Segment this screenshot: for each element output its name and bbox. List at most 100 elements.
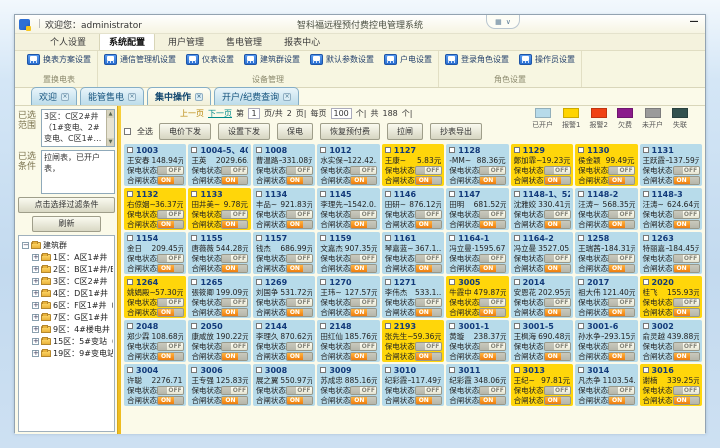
meter-card[interactable]: 1128 -MM~ 88.36元 保电状态 OFF [446,144,509,186]
meter-checkbox[interactable] [384,235,391,241]
supply-status-toggle[interactable]: OFF [479,209,507,219]
switch-status-toggle[interactable]: ON [414,307,442,317]
supply-status-toggle[interactable]: OFF [608,253,636,263]
meter-card[interactable]: 1130 侯金颖 99.49元 保电状态 OFF [575,144,638,186]
meter-checkbox[interactable] [513,279,520,285]
switch-status-toggle[interactable]: ON [350,219,378,229]
style-icon[interactable]: ▦ [495,17,502,26]
switch-status-toggle[interactable]: ON [221,307,249,317]
meter-checkbox[interactable] [384,367,391,373]
expand-icon[interactable]: + [32,348,39,357]
supply-status-toggle[interactable]: OFF [672,385,700,395]
meter-card[interactable]: 3016 谢楠 339.25元 保电状态 OFF [639,364,702,406]
meter-checkbox[interactable] [449,367,456,373]
meter-checkbox[interactable] [642,235,649,241]
meter-card[interactable]: 1132 右倞姻~ 36.37元 保电状态 OFF [124,188,187,230]
selected-condition-box[interactable]: 拉闸表，已开户表， [41,150,115,194]
switch-status-toggle[interactable]: ON [221,219,249,229]
meter-checkbox[interactable] [191,235,198,241]
meter-card[interactable]: 2017 祖大伟 121.40元 保电状态 OFF [575,276,638,318]
meter-checkbox[interactable] [255,323,262,329]
meter-checkbox[interactable] [320,367,327,373]
supply-status-toggle[interactable]: OFF [479,341,507,351]
supply-status-toggle[interactable]: OFF [608,209,636,219]
switch-status-toggle[interactable]: ON [221,175,249,185]
meter-card[interactable]: 1145 李理先~ 1542.0.. 保电状态 OFF [317,188,380,230]
meter-card[interactable]: 3009 苏成忠 885.16元 保电状态 OFF [317,364,380,406]
meter-card[interactable]: 1270 王玮~ 127.57元 保电状态 OFF [317,276,380,318]
supply-status-toggle[interactable]: OFF [543,209,571,219]
supply-status-toggle[interactable]: OFF [608,341,636,351]
supply-status-toggle[interactable]: OFF [285,297,313,307]
meter-checkbox[interactable] [578,147,585,153]
batch-action-button[interactable]: 拉闸 [387,123,423,140]
scroll-down-icon[interactable]: ▼ [107,138,114,146]
meter-card[interactable]: 2048 郑少霖 108.68元 保电状态 OFF [124,320,187,362]
meter-card[interactable]: 1155 唐薇薇 544.28元 保电状态 OFF [188,232,251,274]
supply-status-toggle[interactable]: OFF [414,165,442,175]
meter-card[interactable]: 1129 鄭加霏~ 19.23元 保电状态 OFF [510,144,574,186]
switch-status-toggle[interactable]: ON [543,351,571,361]
supply-status-toggle[interactable]: OFF [157,209,184,219]
switch-status-toggle[interactable]: ON [285,175,313,185]
supply-status-toggle[interactable]: OFF [350,253,378,263]
meter-card[interactable]: 1258 王瑞茜~ 184.31元 保电状态 OFF [575,232,638,274]
meter-card[interactable]: 2014 安恩花 202.95元 保电状态 OFF [510,276,574,318]
meter-card[interactable]: 3010 纪彩霞~ 117.49元 保电状态 OFF [381,364,445,406]
batch-action-button[interactable]: 抄表导出 [430,123,482,140]
expand-icon[interactable]: + [32,264,39,273]
supply-status-toggle[interactable]: OFF [608,385,636,395]
meter-checkbox[interactable] [642,147,649,153]
supply-status-toggle[interactable]: OFF [350,165,378,175]
switch-status-toggle[interactable]: ON [543,395,571,405]
switch-status-toggle[interactable]: ON [350,307,378,317]
switch-status-toggle[interactable]: ON [608,263,636,273]
meter-checkbox[interactable] [255,191,262,197]
meter-card[interactable]: 3001-1 黄璇 238.37元 保电状态 OFF [446,320,509,362]
meter-checkbox[interactable] [578,367,585,373]
supply-status-toggle[interactable]: OFF [608,297,636,307]
supply-status-toggle[interactable]: OFF [543,297,571,307]
meter-checkbox[interactable] [127,279,133,285]
meter-card[interactable]: 3008 展之翼 550.97元 保电状态 OFF [252,364,316,406]
switch-status-toggle[interactable]: ON [285,395,313,405]
supply-status-toggle[interactable]: OFF [479,253,507,263]
expand-icon[interactable]: + [32,276,39,285]
supply-status-toggle[interactable]: OFF [672,165,700,175]
switch-status-toggle[interactable]: ON [157,395,184,405]
meter-card[interactable]: 2193 张先生~ 59.36元 保电状态 OFF [381,320,445,362]
supply-status-toggle[interactable]: OFF [221,297,249,307]
tree-item[interactable]: + 7区：G区1#井 [32,312,109,322]
supply-status-toggle[interactable]: OFF [543,165,571,175]
minimize-button[interactable]: — [689,17,699,27]
meter-checkbox[interactable] [255,367,262,373]
meter-checkbox[interactable] [320,235,327,241]
switch-status-toggle[interactable]: ON [672,351,700,361]
meter-checkbox[interactable] [642,191,649,197]
meter-card[interactable]: 1265 張筱卿 199.09元 保电状态 OFF [188,276,251,318]
switch-status-toggle[interactable]: ON [479,263,507,273]
meter-card[interactable]: 2020 桂飞 155.93元 保电状态 OFF [639,276,702,318]
chevron-down-icon[interactable]: ∨ [505,17,511,26]
supply-status-toggle[interactable]: OFF [221,253,249,263]
meter-card[interactable]: 3005 牛霞中 479.87元 保电状态 OFF [446,276,509,318]
meter-card[interactable]: 1154 金日 209.45元 保电状态 OFF [124,232,187,274]
building-group-settings-button[interactable]: 建筑群设置 [244,54,300,65]
meter-card[interactable]: 1008 曹温路~ 331.08元 保电状态 OFF [252,144,316,186]
page-input[interactable]: 1 [248,108,260,119]
meter-checkbox[interactable] [513,323,520,329]
meter-card[interactable]: 3006 王专强 125.83元 保电状态 OFF [188,364,251,406]
meter-card[interactable]: 1146 田研~ 876.12元 保电状态 OFF [381,188,445,230]
supply-status-toggle[interactable]: OFF [414,341,442,351]
close-icon[interactable]: × [195,92,204,101]
meter-checkbox[interactable] [449,147,456,153]
meter-checkbox[interactable] [255,279,262,285]
meter-card[interactable]: 3001-5 王枫海 690.48元 保电状态 OFF [510,320,574,362]
switch-status-toggle[interactable]: ON [672,219,700,229]
supply-status-toggle[interactable]: OFF [608,165,636,175]
switch-status-toggle[interactable]: ON [543,175,571,185]
meter-checkbox[interactable] [513,191,520,197]
meter-checkbox[interactable] [320,191,327,197]
meter-card[interactable]: 3014 凡杰争 1103.54.. 保电状态 OFF [575,364,638,406]
switch-status-toggle[interactable]: ON [608,219,636,229]
